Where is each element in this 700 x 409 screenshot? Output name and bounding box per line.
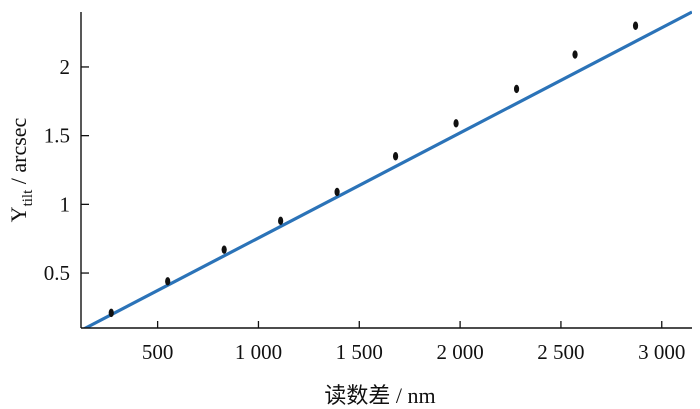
x-axis-label: 读数差 / nm [324, 383, 435, 408]
x-tick-label: 3 000 [638, 340, 685, 364]
axes [80, 12, 692, 329]
data-point [392, 152, 399, 161]
x-tick-label: 2 500 [537, 340, 584, 364]
y-axis-label-rest: / arcsec [6, 117, 31, 189]
data-point [221, 245, 227, 254]
y-tick-label: 1 [60, 192, 71, 216]
data-point [165, 277, 171, 286]
data-point [278, 216, 284, 226]
fit-line-layer [82, 10, 692, 328]
points-layer [108, 21, 639, 318]
y-axis-label-main: Y [6, 206, 31, 222]
data-point [572, 50, 578, 59]
y-tick-label: 2 [60, 55, 71, 79]
y-axis-label-sub: tilt [20, 189, 36, 207]
data-point [513, 84, 520, 94]
data-point [108, 308, 114, 318]
x-tick-label: 500 [142, 340, 174, 364]
x-tick-label: 1 500 [336, 340, 383, 364]
y-tick-label: 0.5 [44, 261, 70, 285]
fit-line [82, 10, 692, 328]
x-tick-label: 1 000 [235, 340, 282, 364]
data-point [632, 21, 639, 30]
data-point [334, 187, 340, 197]
y-tick-label: 1.5 [44, 124, 70, 148]
x-ticks: 500 1 000 1 500 2 000 2 500 3 000 [142, 321, 685, 364]
x-tick-label: 2 000 [436, 340, 483, 364]
y-ticks: 0.5 1 1.5 2 [44, 55, 89, 285]
y-axis-label: Ytilt / arcsec [6, 117, 36, 222]
data-point [453, 119, 459, 128]
